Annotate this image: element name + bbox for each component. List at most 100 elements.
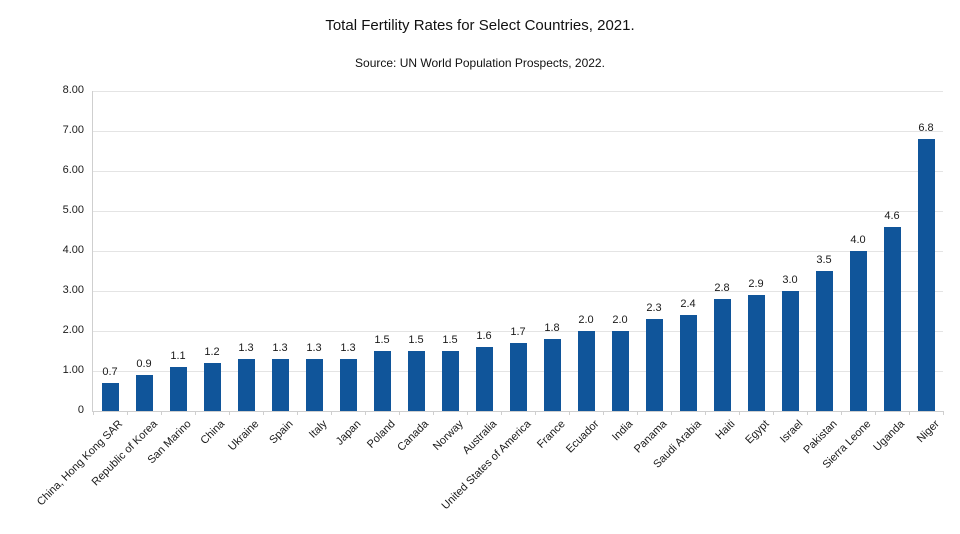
bar [135,375,153,411]
x-axis-tick [773,411,774,415]
x-category-label: France [534,418,568,451]
bar [713,299,731,411]
x-category-label: Israel [777,418,806,446]
x-category-label: Japan [333,418,364,448]
bar [917,139,935,411]
bar [373,351,391,411]
x-category-label: Spain [267,418,296,447]
x-category-label: Egypt [743,418,772,447]
bar-value-label: 3.0 [782,274,798,286]
x-axis-tick [943,411,944,415]
x-axis-tick [671,411,672,415]
bar-value-label: 1.8 [544,322,560,334]
chart-subtitle: Source: UN World Population Prospects, 2… [355,56,605,70]
x-axis-tick [501,411,502,415]
gridline [93,211,943,212]
bar [441,351,459,411]
bar [781,291,799,411]
x-axis-tick [127,411,128,415]
x-category-label: India [610,418,636,444]
bar [339,359,357,411]
y-tick-label: 2.00 [62,324,84,336]
x-axis-tick [161,411,162,415]
x-axis-tick [569,411,570,415]
bar-value-label: 1.5 [408,334,424,346]
bar-value-label: 1.7 [510,326,526,338]
x-category-label: China [198,418,228,447]
x-axis-tick [399,411,400,415]
bar-value-label: 4.0 [850,234,866,246]
x-axis-tick [433,411,434,415]
y-tick-label: 5.00 [62,204,84,216]
bar [645,319,663,411]
y-tick-label: 6.00 [62,164,84,176]
x-axis-tick [195,411,196,415]
y-tick-label: 0 [77,404,84,416]
x-axis-tick [875,411,876,415]
x-axis-tick [229,411,230,415]
x-axis-tick [331,411,332,415]
plot-area: 0.7 China, Hong Kong SAR 0.9 Republic of Ko… [35,91,944,512]
gridline [93,331,943,332]
x-axis-tick [807,411,808,415]
bar [849,251,867,411]
bar [203,363,221,411]
x-category-label: Canada [395,418,432,454]
y-tick-label: 3.00 [62,284,84,296]
bar [509,343,527,411]
bar-value-label: 4.6 [884,210,900,222]
x-category-label: Poland [364,418,398,451]
bar [747,295,765,411]
x-category-label: Niger [914,418,942,446]
gridline [93,171,943,172]
bar-value-label: 2.0 [612,314,628,326]
y-tick-label: 4.00 [62,244,84,256]
gridline [93,131,943,132]
x-category-label: Haiti [713,418,738,443]
bar-value-label: 0.9 [136,358,152,370]
x-axis-tick [739,411,740,415]
bar [475,347,493,411]
x-axis-tick [297,411,298,415]
bar-value-label: 0.7 [102,366,118,378]
bar-value-label: 1.2 [204,346,220,358]
x-category-label: Italy [306,418,330,441]
bar [815,271,833,411]
bar-value-label: 1.3 [340,342,356,354]
bar [237,359,255,411]
x-axis-tick [535,411,536,415]
bar-value-label: 1.1 [170,350,186,362]
x-axis-tick [467,411,468,415]
x-category-label: Ecuador [564,418,602,456]
bar [883,227,901,411]
y-tick-label: 8.00 [62,84,84,96]
gridline [93,291,943,292]
bar [271,359,289,411]
bar-value-label: 1.3 [238,342,254,354]
x-category-label: Uganda [871,418,908,454]
x-axis-tick [637,411,638,415]
bar [679,315,697,411]
bar [577,331,595,411]
x-axis-tick [93,411,94,415]
gridline [93,251,943,252]
bar [611,331,629,411]
x-category-label: Ukraine [226,418,262,454]
gridline [93,91,943,92]
bar-value-label: 2.0 [578,314,594,326]
x-axis-tick [603,411,604,415]
bar-value-label: 2.3 [646,302,662,314]
y-tick-label: 1.00 [62,364,84,376]
bar-value-label: 2.4 [680,298,696,310]
bar [543,339,561,411]
chart-title: Total Fertility Rates for Select Countri… [325,17,635,34]
bar-value-label: 3.5 [816,254,832,266]
bar-value-label: 6.8 [918,122,934,134]
bar-value-label: 1.5 [374,334,390,346]
bar [305,359,323,411]
bar-value-label: 1.6 [476,330,492,342]
x-axis-tick [841,411,842,415]
bar [101,383,119,411]
x-axis-tick [365,411,366,415]
